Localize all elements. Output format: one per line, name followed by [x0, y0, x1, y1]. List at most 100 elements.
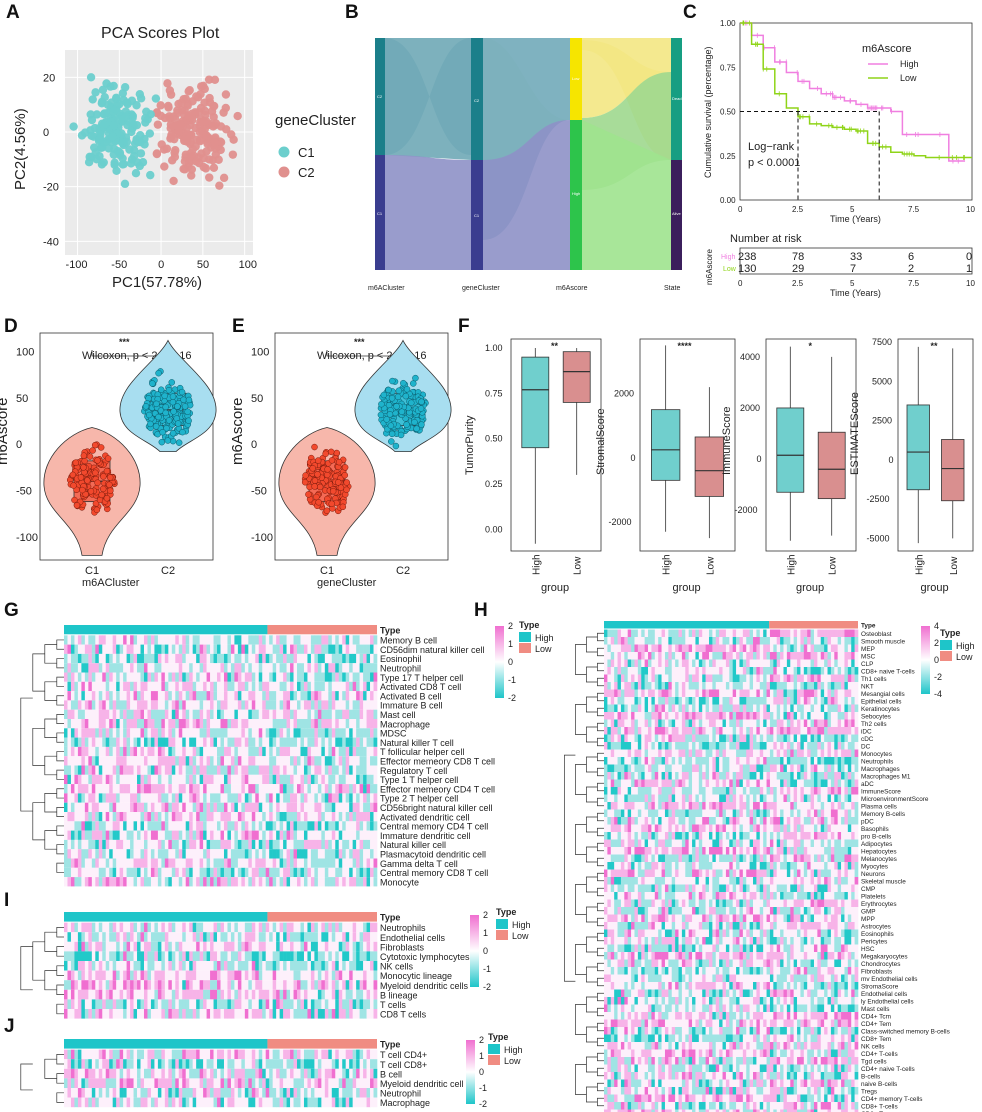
heatmap-cell	[237, 970, 242, 981]
heatmap-cell	[81, 830, 86, 840]
heatmap-row-label: Macrophage	[380, 719, 430, 729]
heatmap-cell	[310, 653, 315, 664]
heatmap-cell	[112, 681, 117, 692]
heatmap-cell	[300, 635, 305, 645]
heatmap-cell	[116, 1009, 120, 1019]
heatmap-cell	[84, 774, 89, 785]
heatmap-cell	[363, 728, 367, 738]
heatmap-cell	[77, 1009, 82, 1019]
heatmap-cell	[133, 867, 138, 878]
box-high	[521, 356, 550, 449]
heatmap-cell	[168, 858, 173, 868]
heatmap-cell	[140, 839, 145, 850]
heatmap-cell	[265, 867, 270, 878]
heatmap-cell	[154, 793, 159, 803]
heatmap-cell	[98, 653, 103, 664]
heatmap-cell	[359, 1059, 364, 1069]
heatmap-cell	[143, 728, 148, 738]
heatmap-cell	[133, 644, 138, 654]
heatmap-cell	[77, 765, 82, 775]
heatmap-cell	[217, 691, 221, 701]
heatmap-cell	[324, 999, 329, 1009]
heatmap-cell	[255, 1068, 260, 1079]
heatmap-cell	[150, 672, 155, 682]
heatmap-cell	[137, 756, 141, 766]
heatmap-cell	[370, 793, 374, 803]
heatmap-cell	[70, 774, 75, 785]
heatmap-cell	[356, 802, 360, 812]
heatmap-cell	[276, 961, 280, 971]
heatmap-cell	[335, 700, 340, 710]
heatmap-cell	[206, 999, 211, 1009]
heatmap-cell	[307, 980, 312, 990]
violin-ytick: -50	[251, 486, 267, 498]
heatmap-cell	[223, 1068, 228, 1079]
heatmap-cell	[342, 774, 346, 785]
heatmap-cell	[366, 756, 371, 766]
heatmap-cell	[123, 719, 127, 729]
heatmap-cell	[185, 653, 190, 664]
heatmap-cell	[182, 980, 187, 990]
heatmap-cell	[342, 961, 346, 971]
heatmap-cell	[196, 672, 200, 682]
heatmap-cell	[290, 672, 294, 682]
km-ytick: 1.00	[720, 19, 736, 28]
heatmap-cell	[126, 839, 131, 850]
heatmap-cell	[286, 737, 291, 747]
heatmap-cell	[324, 635, 329, 645]
pca-point-c2	[214, 155, 223, 164]
violin-point-c1	[94, 457, 101, 464]
heatmap-cell	[217, 802, 221, 812]
heatmap-cell	[64, 812, 68, 822]
heatmap-cell	[77, 784, 82, 794]
heatmap-cell	[210, 746, 214, 757]
heatmap-cell	[217, 830, 221, 840]
heatmap-cell	[77, 941, 82, 952]
heatmap-cell	[98, 765, 103, 775]
heatmap-cell	[119, 867, 124, 878]
heatmap-cell	[81, 951, 86, 961]
heatmap-cell	[286, 756, 291, 766]
heatmap-cell	[297, 849, 301, 859]
heatmap-cell	[171, 784, 176, 794]
heatmap-cell	[210, 812, 214, 822]
heatmap-cell	[307, 802, 312, 812]
heatmap-cell	[244, 839, 249, 850]
heatmap-cell	[338, 728, 343, 738]
heatmap-cell	[77, 663, 82, 673]
heatmap-cell	[91, 719, 96, 729]
heatmap-cell	[321, 653, 326, 664]
violin-ytick: 0	[16, 439, 22, 451]
heatmap-row-label: Effector memeory CD8 T cell	[380, 757, 495, 767]
heatmap-cell	[227, 1009, 232, 1019]
violin-ytick: 100	[251, 347, 269, 359]
heatmap-cell	[98, 1078, 103, 1088]
heatmap-cell	[137, 663, 141, 673]
heatmap-cell	[276, 970, 280, 981]
heatmap-cell	[307, 672, 312, 682]
heatmap-cell	[192, 681, 197, 692]
pca-xlabel: PC1(57.78%)	[112, 274, 202, 291]
heatmap-cell	[192, 784, 197, 794]
heatmap-cell	[203, 821, 207, 831]
violin-ytick: -100	[16, 532, 38, 544]
heatmap-cell	[324, 1049, 329, 1060]
heatmap-cell	[109, 793, 113, 803]
heatmap-cell	[164, 681, 169, 692]
risk-high-value: 6	[908, 251, 914, 263]
box-ytick: -5000	[867, 533, 890, 543]
heatmap-cell	[91, 709, 96, 719]
heatmap-cell	[143, 980, 148, 990]
heatmap-cell	[272, 867, 277, 878]
heatmap-cell	[196, 784, 200, 794]
heatmap-cell	[237, 709, 242, 719]
heatmap-cell	[276, 867, 280, 878]
heatmap-cell	[230, 877, 235, 887]
heatmap-cell	[307, 765, 312, 775]
heatmap-cell	[352, 793, 357, 803]
heatmap-cell	[220, 691, 225, 701]
heatmap-cell	[91, 999, 96, 1009]
heatmap-cell	[303, 877, 308, 887]
heatmap-cell	[283, 867, 287, 878]
violin-point-c2	[174, 403, 181, 410]
